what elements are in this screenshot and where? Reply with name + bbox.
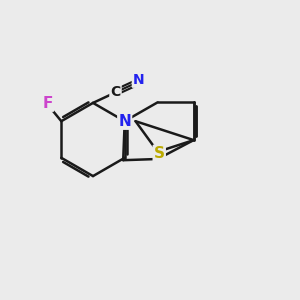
Text: N: N [133,73,144,87]
Text: N: N [118,114,131,129]
Text: C: C [110,85,121,99]
Text: F: F [43,96,53,111]
Text: S: S [154,146,165,161]
